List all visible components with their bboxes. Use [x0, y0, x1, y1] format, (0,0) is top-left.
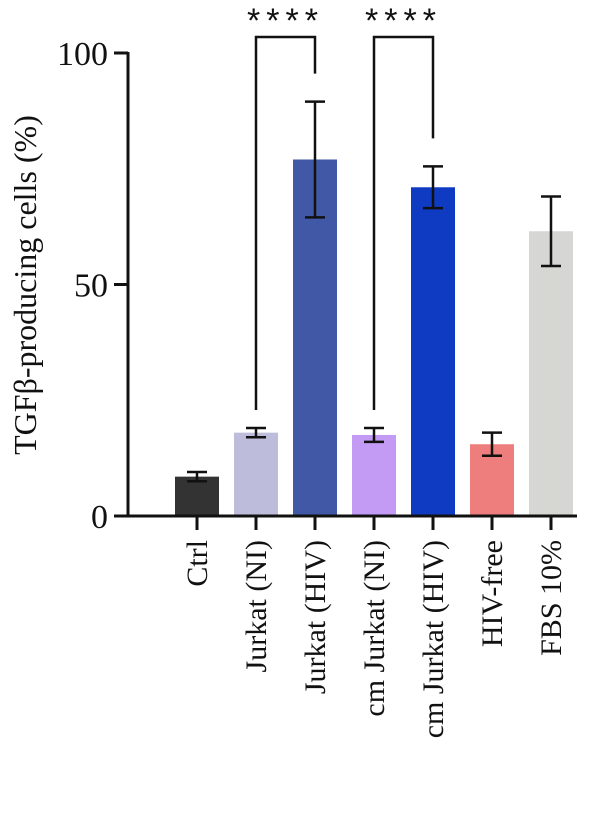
bar	[529, 231, 573, 516]
significance-brackets: **** ****	[247, 2, 442, 411]
significance-bracket	[372, 35, 435, 411]
significance-label: ****	[247, 2, 324, 40]
bar	[352, 434, 396, 516]
bar	[234, 432, 278, 516]
x-tick-label: FBS 10%	[535, 540, 568, 656]
x-axis: Ctrl Jurkat (NI) Jurkat (HIV) cm Jurkat (NI…	[126, 514, 577, 738]
y-axis-title: TGFβ-producing cells (%)	[7, 115, 43, 455]
x-tick-label: cm Jurkat (HIV)	[417, 540, 450, 738]
y-tick-label: 50	[74, 268, 108, 305]
x-tick-label: cm Jurkat (NI)	[358, 540, 391, 717]
x-tick-label: Jurkat (HIV)	[299, 540, 332, 694]
x-tick-label: Ctrl	[181, 540, 214, 587]
y-tick-label: 0	[91, 499, 108, 536]
bar	[293, 159, 337, 517]
y-tick-label: 100	[57, 36, 108, 73]
significance-label: ****	[365, 2, 442, 40]
bar	[175, 476, 219, 516]
x-tick-label: HIV-free	[476, 540, 509, 647]
y-axis: 0 50 100	[57, 36, 130, 536]
significance-bracket	[254, 35, 317, 411]
bars	[175, 159, 573, 517]
bar	[411, 187, 455, 516]
x-tick-label: Jurkat (NI)	[240, 540, 273, 672]
error-bars	[187, 100, 561, 483]
